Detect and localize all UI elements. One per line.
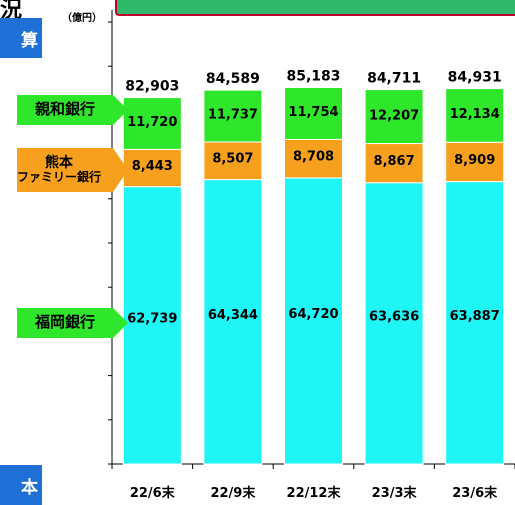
series-label-kumamoto: 熊本 ファミリー銀行 xyxy=(0,148,118,192)
series-label-kumamoto-line2: ファミリー銀行 xyxy=(17,171,101,185)
data-label-kumamoto: 8,708 xyxy=(293,150,334,165)
data-label-shinwa: 12,134 xyxy=(450,107,500,122)
data-label-shinwa: 11,754 xyxy=(288,105,338,120)
data-label-fukuoka: 63,887 xyxy=(450,309,500,324)
data-label-kumamoto: 8,867 xyxy=(374,154,415,169)
data-label-fukuoka: 62,739 xyxy=(127,312,177,327)
data-label-shinwa: 11,737 xyxy=(208,108,258,123)
data-label-shinwa: 11,720 xyxy=(127,115,177,130)
total-label: 84,931 xyxy=(448,70,502,86)
x-tick-label: 22/12末 xyxy=(287,485,342,501)
x-tick-label: 23/3末 xyxy=(372,485,418,501)
total-label: 84,589 xyxy=(206,71,260,87)
x-tick-label: 22/9末 xyxy=(210,485,256,501)
data-label-shinwa: 12,207 xyxy=(369,108,419,123)
series-label-shinwa: 親和銀行 xyxy=(17,95,113,125)
x-tick-label: 23/6末 xyxy=(452,485,498,501)
series-label-fukuoka-text: 福岡銀行 xyxy=(35,314,95,331)
total-label: 82,903 xyxy=(125,79,179,95)
x-tick-label: 22/6末 xyxy=(130,485,176,501)
data-label-fukuoka: 64,720 xyxy=(288,307,338,322)
total-label: 85,183 xyxy=(286,68,340,84)
series-label-shinwa-text: 親和銀行 xyxy=(35,101,95,118)
series-label-kumamoto-line1: 熊本 xyxy=(45,155,73,171)
data-label-kumamoto: 8,443 xyxy=(132,159,173,174)
series-pointer-layer xyxy=(17,95,128,338)
data-label-kumamoto: 8,909 xyxy=(454,153,495,168)
series-label-fukuoka: 福岡銀行 xyxy=(17,308,113,338)
bar-layer xyxy=(123,87,503,464)
data-label-fukuoka: 64,344 xyxy=(208,308,258,323)
total-label: 84,711 xyxy=(367,71,421,87)
data-label-fukuoka: 63,636 xyxy=(369,310,419,325)
data-label-kumamoto: 8,507 xyxy=(212,152,253,167)
